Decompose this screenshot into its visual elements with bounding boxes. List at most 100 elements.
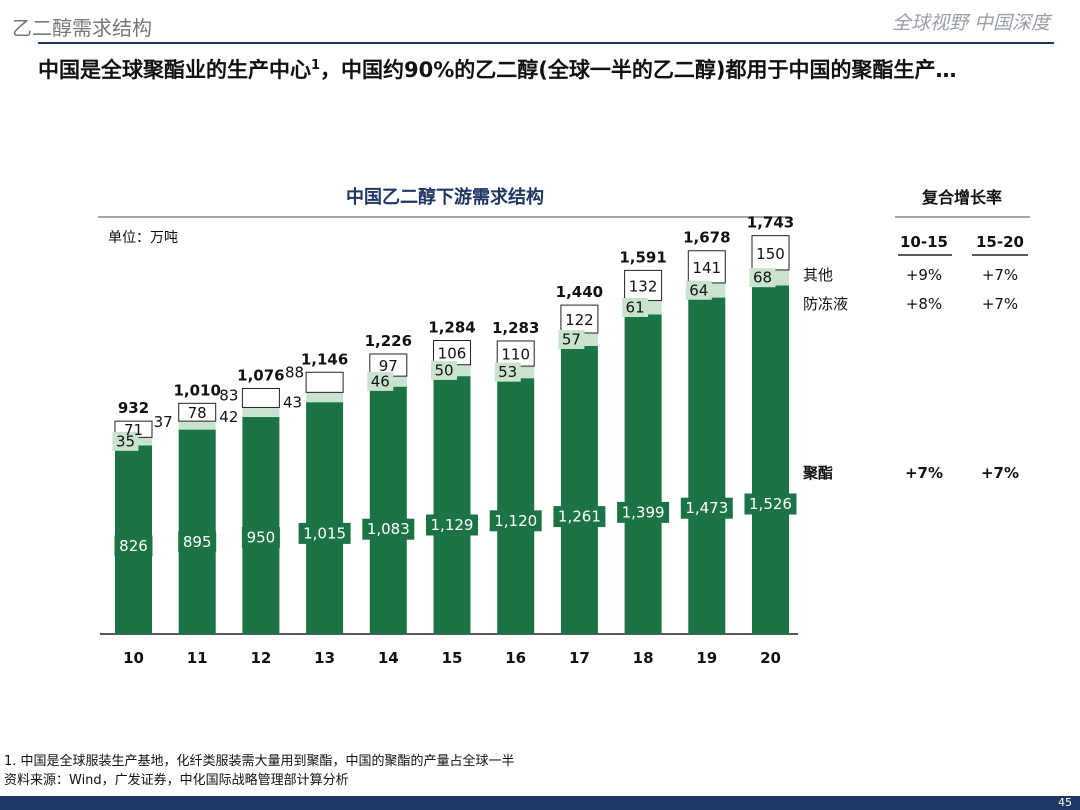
bar-segment-polyester: [306, 402, 344, 634]
data-label-polyester-bg: [178, 531, 217, 553]
data-label-antifreeze: 42: [219, 408, 238, 426]
data-label-polyester-bg: [241, 527, 280, 549]
data-label-other: 71: [124, 421, 143, 439]
bar-segment-antifreeze: [178, 421, 216, 430]
data-label-antifreeze-bg: [112, 431, 139, 451]
source-note: 资料来源：Wind，广发证券，中化国际战略管理部计算分析: [4, 773, 349, 788]
headline-text-b: ，中国约90%的乙二醇(全球一半的乙二醇)都用于中国的聚酯生产…: [320, 58, 957, 82]
bar-total-label: 932: [118, 399, 149, 417]
bar-total-label: 1,678: [683, 229, 730, 247]
data-label-other: 88: [285, 363, 304, 381]
headline-text-a: 中国是全球聚酯业的生产中心: [38, 58, 311, 82]
bar-total-label: 1,591: [619, 248, 666, 266]
x-tick-label: 12: [250, 649, 271, 667]
data-label-polyester-bg: [489, 510, 542, 532]
x-tick-label: 17: [569, 649, 590, 667]
section-title: 乙二醇需求结构: [12, 16, 152, 40]
bar-segment-antifreeze: [306, 392, 344, 403]
x-tick-label: 14: [378, 649, 399, 667]
x-tick-label: 11: [187, 649, 208, 667]
bar-total-label: 1,440: [556, 283, 603, 301]
x-tick-label: 13: [314, 649, 335, 667]
bar-segment-other: [560, 304, 599, 334]
bar-segment-antifreeze: [242, 407, 280, 418]
growth-value: +7%: [905, 464, 943, 482]
data-label-antifreeze: 53: [498, 363, 517, 381]
bar-total-label: 1,146: [301, 350, 348, 368]
data-label-polyester-bg: [362, 518, 415, 540]
data-label-polyester: 950: [247, 529, 276, 547]
data-label-other: 110: [501, 346, 530, 364]
x-tick-label: 18: [633, 649, 654, 667]
bar-segment-polyester: [433, 376, 471, 634]
data-label-polyester: 1,129: [431, 516, 474, 534]
bar-segment-polyester: [688, 297, 726, 634]
bar-segment-other: [178, 402, 217, 422]
bar-segment-other: [241, 387, 280, 408]
data-label-other: 97: [379, 357, 398, 375]
data-label-other: 150: [756, 245, 785, 263]
growth-value: +7%: [981, 464, 1019, 482]
data-label-antifreeze: 35: [116, 432, 135, 450]
growth-column-header: 15-20: [976, 233, 1024, 251]
bar-total-label: 1,283: [492, 319, 539, 337]
data-label-antifreeze-bg: [494, 362, 521, 382]
data-label-antifreeze-bg: [622, 298, 649, 318]
bar-total-label: 1,226: [365, 332, 412, 350]
x-tick-label: 16: [505, 649, 526, 667]
legend-label: 防冻液: [803, 295, 848, 313]
data-label-polyester-bg: [114, 535, 153, 557]
growth-value: +8%: [906, 295, 942, 313]
data-label-antifreeze: 37: [154, 413, 173, 431]
data-label-polyester: 1,261: [558, 508, 601, 526]
data-label-polyester: 1,526: [749, 495, 792, 513]
growth-value: +7%: [982, 295, 1018, 313]
bar-total-label: 1,743: [747, 214, 794, 232]
data-label-antifreeze: 57: [562, 330, 581, 348]
bar-segment-polyester: [369, 386, 407, 634]
x-tick-label: 10: [123, 649, 144, 667]
data-label-polyester: 1,120: [494, 512, 537, 530]
bar-segment-polyester: [560, 345, 598, 634]
data-label-polyester-bg: [553, 506, 606, 528]
bar-segment-polyester: [624, 314, 662, 634]
data-label-antifreeze: 61: [626, 299, 645, 317]
data-label-other: 132: [629, 277, 658, 295]
data-label-polyester: 1,015: [303, 524, 346, 542]
footer-bar: 45: [0, 796, 1080, 810]
data-label-polyester: 1,083: [367, 520, 410, 538]
bar-segment-other: [624, 269, 663, 302]
bar-segment-polyester: [497, 378, 535, 634]
data-label-polyester-bg: [617, 501, 670, 523]
data-label-other: 83: [219, 386, 238, 404]
bar-segment-polyester: [752, 285, 789, 634]
data-label-polyester: 826: [119, 537, 148, 555]
legend-label: 聚酯: [802, 464, 833, 482]
growth-value: +7%: [982, 266, 1018, 284]
data-label-other: 78: [188, 404, 207, 422]
bar-total-label: 1,010: [173, 381, 220, 399]
unit-label: 单位：万吨: [108, 230, 178, 246]
data-label-other: 122: [565, 311, 594, 329]
header-divider: [38, 42, 1054, 44]
data-label-antifreeze-bg: [431, 360, 457, 380]
data-label-polyester: 1,473: [685, 499, 728, 517]
chart-title: 中国乙二醇下游需求结构: [346, 186, 544, 208]
data-label-polyester-bg: [298, 522, 351, 544]
growth-column-header: 10-15: [900, 233, 948, 251]
data-label-antifreeze: 50: [434, 361, 453, 379]
bar-segment-polyester: [242, 417, 280, 634]
data-label-antifreeze: 46: [371, 372, 390, 390]
bar-segment-other: [305, 371, 344, 393]
footnote-1: 1. 中国是全球服装生产基地，化纤类服装需大量用到聚酯，中国的聚酯的产量占全球一…: [4, 754, 515, 769]
data-label-antifreeze: 68: [753, 269, 772, 287]
data-label-antifreeze-bg: [558, 329, 585, 349]
x-tick-label: 15: [442, 649, 463, 667]
growth-table-title: 复合增长率: [921, 188, 1002, 207]
data-label-antifreeze: 64: [689, 281, 708, 299]
x-tick-label: 20: [760, 649, 781, 667]
brand-slogan: 全球视野 中国深度: [891, 12, 1050, 34]
bar-total-label: 1,284: [428, 319, 475, 337]
